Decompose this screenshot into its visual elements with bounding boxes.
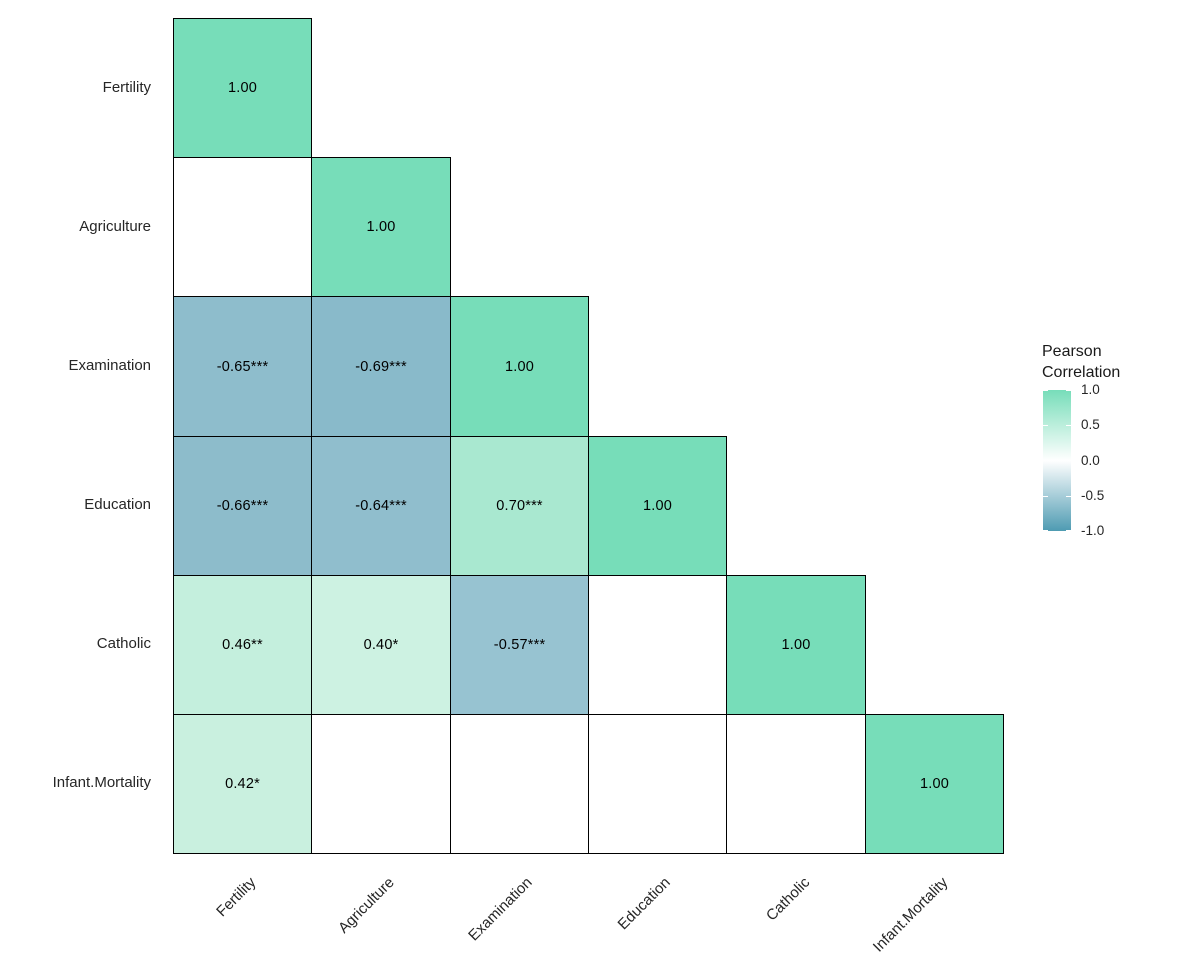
corr-value-label: 0.46** [222, 637, 263, 653]
legend-tick-mark [1043, 495, 1048, 497]
legend-tick-label-0.0: 0.0 [1081, 453, 1100, 468]
y-axis-label-Fertility: Fertility [102, 79, 151, 96]
corr-cell-Infant.Mortality-Agriculture [311, 714, 451, 854]
corr-cell-Infant.Mortality-Catholic [726, 714, 866, 854]
corr-cell-Agriculture-Fertility [173, 157, 312, 297]
corr-cell-Infant.Mortality-Fertility: 0.42* [173, 714, 312, 854]
legend-tick-label-1.0: 1.0 [1081, 382, 1100, 397]
corr-value-label: -0.69*** [355, 358, 407, 375]
legend-tick-label--0.5: -0.5 [1081, 488, 1105, 503]
corr-cell-Education-Fertility: -0.66*** [173, 436, 312, 576]
x-axis-label-Fertility: Fertility [212, 874, 260, 921]
legend-tick-mark [1043, 390, 1048, 391]
corr-value-label: 1.00 [642, 498, 673, 514]
corr-cell-Examination-Examination: 1.00 [450, 296, 589, 437]
corr-cell-Catholic-Education [588, 575, 727, 715]
legend-tick-mark [1043, 530, 1048, 531]
x-axis-label-Catholic: Catholic [762, 874, 814, 925]
corr-cell-Examination-Agriculture: -0.69*** [311, 296, 451, 437]
x-axis-label-Agriculture: Agriculture [335, 874, 399, 937]
corr-cell-Fertility-Fertility: 1.00 [173, 18, 312, 158]
corr-cell-Infant.Mortality-Education [588, 714, 727, 854]
y-axis-label-Agriculture: Agriculture [79, 218, 151, 235]
x-axis-label-Examination: Examination [465, 874, 537, 945]
corr-cell-Education-Agriculture: -0.64*** [311, 436, 451, 576]
corr-cell-Agriculture-Agriculture: 1.00 [311, 157, 451, 297]
corr-cell-Catholic-Agriculture: 0.40* [311, 575, 451, 715]
corr-value-label: -0.57*** [493, 637, 546, 653]
corr-value-label: 1.00 [366, 219, 396, 235]
corr-value-label: 1.00 [504, 358, 535, 375]
corr-cell-Catholic-Examination: -0.57*** [450, 575, 589, 715]
y-axis-label-Catholic: Catholic [96, 635, 151, 652]
legend-tick-label-0.5: 0.5 [1081, 417, 1100, 432]
corr-value-label: -0.65*** [216, 358, 269, 375]
legend-tick-mark [1043, 425, 1048, 427]
corr-cell-Infant.Mortality-Infant.Mortality: 1.00 [865, 714, 1004, 854]
corr-cell-Catholic-Fertility: 0.46** [173, 575, 312, 715]
corr-cell-Catholic-Catholic: 1.00 [726, 575, 866, 715]
legend-title: Pearson Correlation [1042, 343, 1121, 381]
corr-cell-Examination-Fertility: -0.65*** [173, 296, 312, 437]
corr-value-label: 1.00 [227, 80, 258, 96]
corr-value-label: 0.42* [225, 776, 260, 792]
corr-cell-Infant.Mortality-Examination [450, 714, 589, 854]
corr-cell-Education-Education: 1.00 [588, 436, 727, 576]
corr-value-label: 1.00 [781, 637, 811, 653]
legend-tick-mark [1066, 425, 1071, 427]
x-axis-label-Education: Education [614, 874, 675, 934]
legend-tick-mark [1066, 495, 1071, 497]
corr-value-label: -0.66*** [216, 498, 269, 514]
y-axis-label-Infant.Mortality: Infant.Mortality [52, 774, 151, 791]
y-axis-label-Education: Education [84, 496, 151, 513]
legend-tick-mark [1066, 390, 1071, 391]
corr-value-label: 0.40* [363, 637, 399, 653]
legend-colorbar [1043, 390, 1071, 531]
x-axis-label-Infant.Mortality: Infant.Mortality [869, 874, 952, 956]
legend-tick-label--1.0: -1.0 [1081, 523, 1105, 538]
corr-value-label: 0.70*** [496, 498, 543, 514]
corr-cell-Education-Examination: 0.70*** [450, 436, 589, 576]
legend-tick-mark [1066, 530, 1071, 531]
corr-value-label: -0.64*** [355, 498, 407, 514]
y-axis-label-Examination: Examination [68, 357, 151, 374]
corr-value-label: 1.00 [919, 776, 950, 792]
